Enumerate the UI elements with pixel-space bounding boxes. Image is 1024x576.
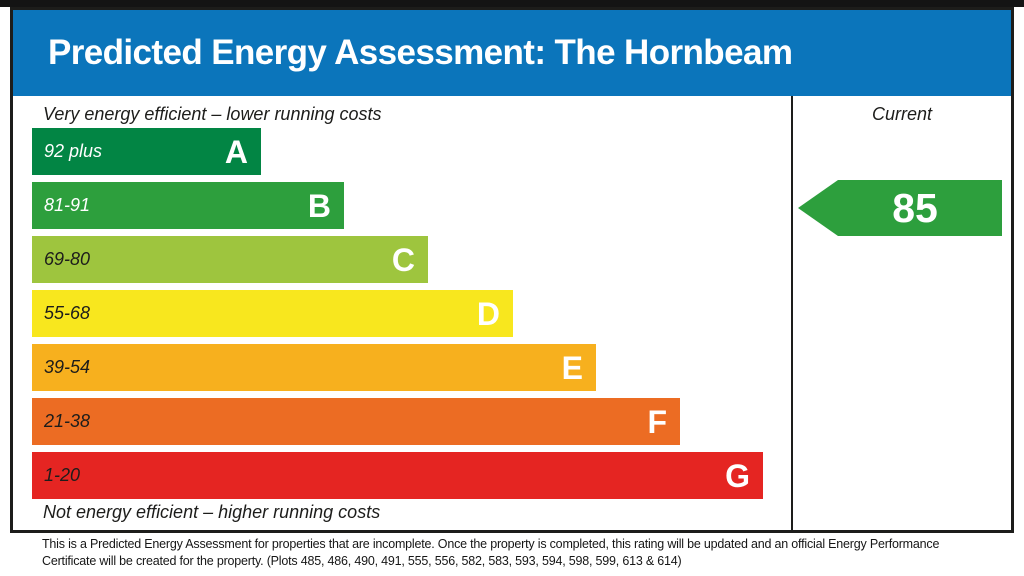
band-range-label: 55-68 (44, 303, 91, 323)
footer-note-line1: This is a Predicted Energy Assessment fo… (42, 537, 940, 551)
bottom-caption: Not energy efficient – higher running co… (43, 502, 381, 522)
epc-chart-frame: Predicted Energy Assessment: The Hornbea… (10, 7, 1014, 533)
current-rating-arrow: 85 (798, 180, 1002, 236)
epc-chart-body: Very energy efficient – lower running co… (13, 96, 1011, 530)
epc-band-E: 39-54 E (32, 344, 596, 391)
epc-header: Predicted Energy Assessment: The Hornbea… (13, 10, 1011, 96)
current-column-header: Current (871, 104, 933, 124)
epc-band-B: 81-91 B (32, 182, 344, 229)
footer-note-line2: Certificate will be created for the prop… (42, 553, 682, 568)
epc-band-D: 55-68 D (32, 290, 513, 337)
footer-note: This is a Predicted Energy Assessment fo… (42, 536, 1002, 569)
band-letter: F (647, 403, 667, 440)
band-letter: E (561, 349, 583, 386)
epc-band-A: 92 plus A (32, 128, 261, 175)
epc-rating-scale: Very energy efficient – lower running co… (13, 96, 791, 530)
page-title: Predicted Energy Assessment: The Hornbea… (48, 33, 793, 72)
top-caption: Very energy efficient – lower running co… (43, 104, 382, 124)
page-top-edge (0, 0, 1024, 7)
band-range-label: 39-54 (44, 357, 91, 377)
band-range-label: 21-38 (44, 411, 91, 431)
band-letter: B (307, 187, 331, 224)
current-rating-value: 85 (892, 184, 938, 231)
band-letter: G (725, 457, 750, 494)
epc-bands: 92 plus A 81-91 B 69-80 C 55-68 D 39-54 E 21-38 F 1-… (32, 128, 763, 506)
band-range-label: 81-91 (44, 195, 91, 215)
band-range-label: 92 plus (44, 141, 103, 161)
band-range-label: 1-20 (44, 465, 81, 485)
epc-band-F: 21-38 F (32, 398, 680, 445)
band-letter: D (476, 295, 500, 332)
epc-band-C: 69-80 C (32, 236, 428, 283)
band-letter: A (224, 133, 248, 170)
band-letter: C (391, 241, 415, 278)
epc-band-G: 1-20 G (32, 452, 763, 499)
band-range-label: 69-80 (44, 249, 91, 269)
current-rating-column: Current 85 (791, 96, 1011, 530)
